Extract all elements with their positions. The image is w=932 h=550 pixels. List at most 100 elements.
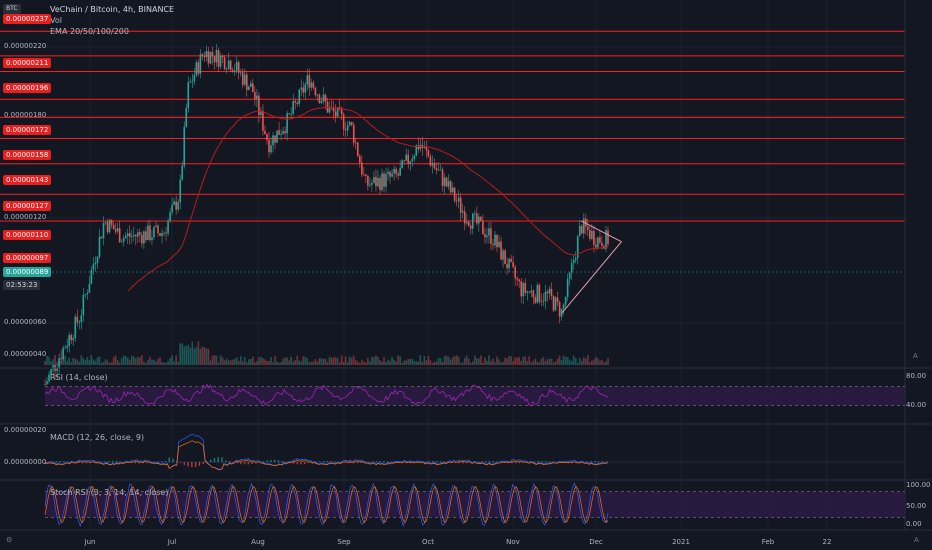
volume-bar	[106, 360, 109, 365]
volume-bar	[195, 347, 198, 365]
volume-bar	[92, 359, 95, 365]
candle-body	[185, 108, 188, 127]
volume-bar	[385, 361, 387, 365]
candle-body	[427, 150, 430, 157]
candle-body	[153, 227, 155, 238]
volume-bar	[252, 356, 254, 365]
scale-icon[interactable]: A	[913, 352, 918, 360]
chart-title[interactable]: VeChain / Bitcoin, 4h, BINANCE	[50, 5, 175, 14]
candle-body	[217, 50, 220, 67]
candle-body	[270, 145, 272, 153]
macd-histogram-bar	[115, 461, 118, 463]
volume-bar	[296, 355, 299, 365]
candle-body	[358, 156, 361, 163]
candle-body	[193, 75, 196, 82]
candle-body	[124, 236, 127, 238]
symbol-badge[interactable]: BTC	[3, 4, 21, 14]
candle-body	[74, 316, 77, 339]
volume-bar	[167, 361, 169, 365]
candle-body	[554, 297, 557, 311]
candle-body	[68, 335, 71, 347]
resistance-price-label: 0.00000097	[3, 253, 52, 263]
volume-bar	[268, 361, 270, 365]
volume-bar	[80, 355, 83, 365]
volume-bar	[143, 361, 145, 365]
volume-bar	[233, 358, 236, 365]
stoch-label[interactable]: Stoch RSI (3, 3, 14, 14, close)	[50, 488, 169, 497]
volume-bar	[395, 361, 397, 365]
candle-body	[46, 381, 48, 385]
candle-body	[233, 70, 236, 72]
volume-bar	[278, 362, 280, 365]
candle-body	[367, 175, 369, 186]
volume-bar	[447, 356, 450, 365]
volume-bar	[478, 358, 480, 365]
volume-bar	[536, 361, 539, 365]
macd-label[interactable]: MACD (12, 26, close, 9)	[50, 433, 145, 442]
volume-bar	[137, 356, 139, 365]
volume-bar	[568, 359, 571, 365]
volume-bar	[603, 362, 605, 365]
rsi-pane	[44, 383, 905, 407]
volume-bar	[431, 362, 434, 365]
candle-body	[389, 171, 391, 177]
volume-bar	[229, 360, 232, 365]
volume-bar	[96, 357, 99, 365]
candle-body	[235, 62, 238, 71]
candle-body	[213, 56, 216, 63]
volume-bar	[405, 360, 408, 365]
volume-bar	[488, 355, 490, 365]
candle-body	[165, 232, 167, 234]
volume-bar	[597, 358, 599, 365]
volume-bar	[183, 346, 186, 365]
candle-body	[474, 213, 476, 215]
ema-label[interactable]: EMA 20/50/100/200	[50, 27, 129, 36]
candle-body	[373, 176, 375, 183]
macd-histogram-bar	[330, 461, 332, 463]
macd-histogram-bar	[545, 461, 547, 463]
candle-body	[92, 264, 95, 270]
volume-bar	[128, 359, 131, 365]
volume-bar	[334, 357, 337, 365]
candle-body	[510, 258, 512, 263]
candle-body	[147, 225, 149, 241]
volume-bar	[580, 360, 583, 365]
candle-body	[187, 82, 190, 109]
macd-histogram-bar	[108, 461, 110, 463]
volume-bar	[562, 355, 565, 365]
volume-bar	[564, 356, 567, 365]
rsi-label[interactable]: RSI (14, close)	[50, 373, 108, 382]
volume-bar	[310, 361, 313, 365]
volume-bar	[187, 344, 190, 365]
signal-line	[44, 440, 609, 470]
stoch-d-line	[44, 485, 609, 524]
volume-bar	[425, 360, 428, 365]
volume-bar	[445, 355, 448, 365]
volume-bar	[72, 357, 75, 365]
candle-body	[86, 292, 89, 295]
volume-bar	[500, 362, 502, 365]
candle-body	[195, 62, 198, 76]
volume-bar	[132, 356, 135, 365]
candle-body	[225, 69, 228, 70]
volume-bar	[177, 361, 179, 365]
candle-body	[346, 125, 349, 131]
macd-histogram-bar	[187, 462, 189, 467]
candle-body	[595, 244, 597, 248]
volume-bar	[179, 343, 182, 365]
volume-label[interactable]: Vol	[50, 16, 62, 25]
volume-bar	[605, 361, 607, 365]
macd-histogram-bar	[511, 462, 513, 464]
macd-histogram-bar	[225, 460, 227, 463]
candle-body	[546, 291, 549, 294]
candle-body	[486, 235, 488, 238]
candle-body	[544, 291, 547, 301]
volume-bar	[504, 357, 506, 365]
settings-icon[interactable]: ⚙	[6, 536, 13, 544]
volume-bar	[312, 361, 315, 365]
candle-body	[597, 237, 599, 248]
volume-bar	[318, 358, 321, 365]
auto-scale-icon[interactable]: A	[914, 536, 919, 544]
rsi-tick: 80.00	[906, 372, 927, 380]
